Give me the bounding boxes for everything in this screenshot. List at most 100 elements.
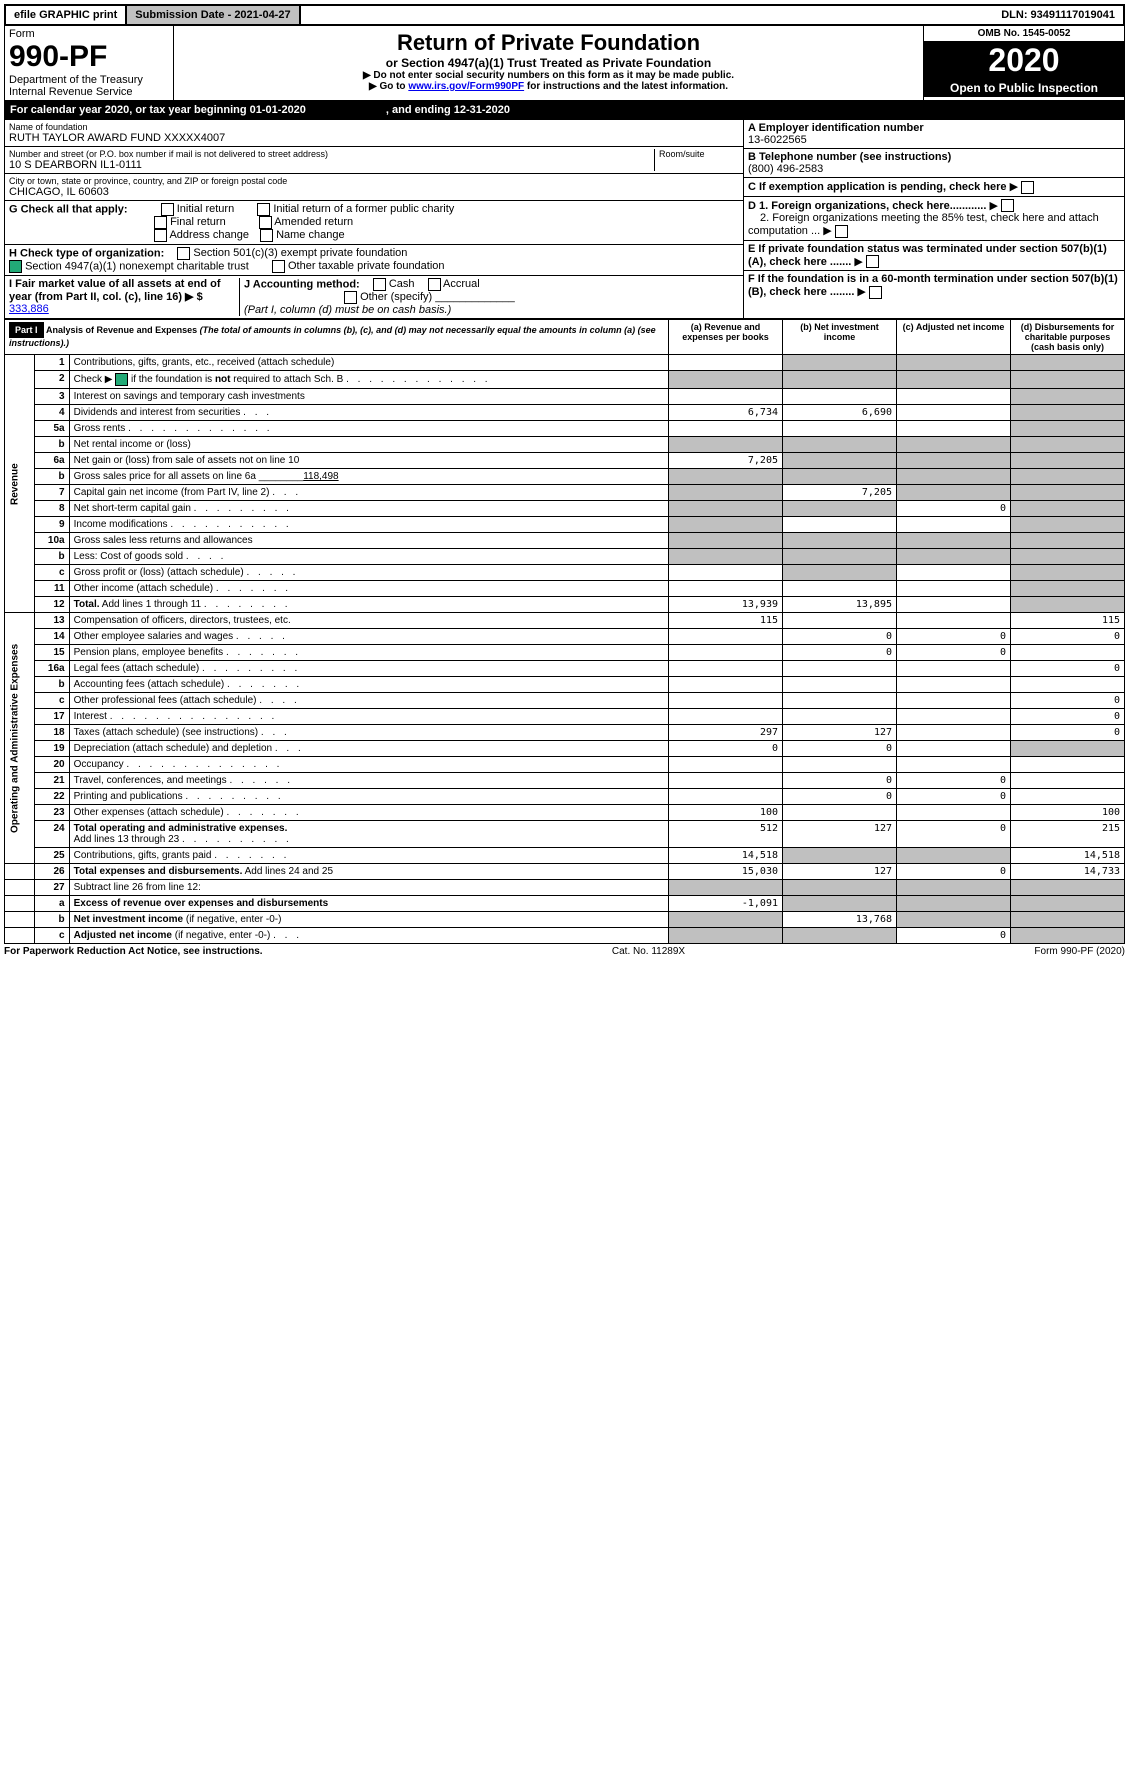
- efile-label: efile GRAPHIC print: [6, 6, 127, 24]
- calendar-year: For calendar year 2020, or tax year begi…: [4, 101, 1125, 120]
- title-note2: ▶ Go to www.irs.gov/Form990PF for instru…: [178, 81, 919, 92]
- row-26: Total expenses and disbursements. Add li…: [69, 864, 668, 880]
- dept: Department of the Treasury: [9, 74, 169, 86]
- row-6b: Gross sales price for all assets on line…: [69, 469, 668, 485]
- row-7: Capital gain net income (from Part IV, l…: [69, 485, 668, 501]
- chk-other-tax[interactable]: [272, 260, 285, 273]
- row-8: Net short-term capital gain . . . . . . …: [69, 501, 668, 517]
- chk-other-acct[interactable]: [344, 291, 357, 304]
- row-3: Interest on savings and temporary cash i…: [69, 389, 668, 405]
- chk-address[interactable]: [154, 229, 167, 242]
- row-18: Taxes (attach schedule) (see instruction…: [69, 725, 668, 741]
- addr-label: Number and street (or P.O. box number if…: [9, 149, 654, 159]
- section-ij: I Fair market value of all assets at end…: [5, 276, 743, 318]
- title-main: Return of Private Foundation: [178, 30, 919, 56]
- chk-d2[interactable]: [835, 225, 848, 238]
- section-g: G Check all that apply: Initial return I…: [5, 201, 743, 245]
- expenses-label: Operating and Administrative Expenses: [5, 613, 35, 864]
- chk-amended[interactable]: [259, 216, 272, 229]
- chk-final[interactable]: [154, 216, 167, 229]
- row-20: Occupancy . . . . . . . . . . . . . .: [69, 757, 668, 773]
- section-h: H Check type of organization: Section 50…: [5, 245, 743, 276]
- form-header: Form 990-PF Department of the Treasury I…: [4, 26, 1125, 101]
- chk-f[interactable]: [869, 286, 882, 299]
- row-12: Total. Add lines 1 through 11 . . . . . …: [69, 597, 668, 613]
- footer-form: Form 990-PF (2020): [1034, 946, 1125, 957]
- footer: For Paperwork Reduction Act Notice, see …: [4, 944, 1125, 957]
- row-21: Travel, conferences, and meetings . . . …: [69, 773, 668, 789]
- row-16c: Other professional fees (attach schedule…: [69, 693, 668, 709]
- row-2: Check ▶ if the foundation is not require…: [69, 371, 668, 389]
- col-c: (c) Adjusted net income: [897, 320, 1011, 355]
- city: CHICAGO, IL 60603: [9, 186, 739, 198]
- open-inspection: Open to Public Inspection: [924, 79, 1124, 97]
- row-16a: Legal fees (attach schedule) . . . . . .…: [69, 661, 668, 677]
- chk-c[interactable]: [1021, 181, 1034, 194]
- chk-e[interactable]: [866, 255, 879, 268]
- row-6a: Net gain or (loss) from sale of assets n…: [69, 453, 668, 469]
- irs-link[interactable]: www.irs.gov/Form990PF: [408, 81, 524, 92]
- row-19: Depreciation (attach schedule) and deple…: [69, 741, 668, 757]
- col-a: (a) Revenue and expenses per books: [669, 320, 783, 355]
- row-5a: Gross rents . . . . . . . . . . . . .: [69, 421, 668, 437]
- phone-label: B Telephone number (see instructions): [748, 151, 951, 163]
- row-13: Compensation of officers, directors, tru…: [69, 613, 668, 629]
- col-d: (d) Disbursements for charitable purpose…: [1011, 320, 1125, 355]
- form-number: 990-PF: [9, 40, 169, 74]
- row-27: Subtract line 26 from line 12:: [69, 880, 668, 896]
- row-10c: Gross profit or (loss) (attach schedule)…: [69, 565, 668, 581]
- chk-accrual[interactable]: [428, 278, 441, 291]
- row-11: Other income (attach schedule) . . . . .…: [69, 581, 668, 597]
- row-27c: Adjusted net income (if negative, enter …: [69, 928, 668, 944]
- city-label: City or town, state or province, country…: [9, 176, 739, 186]
- row-5b: Net rental income or (loss): [69, 437, 668, 453]
- row-10a: Gross sales less returns and allowances: [69, 533, 668, 549]
- omb: OMB No. 1545-0052: [924, 26, 1124, 42]
- chk-cash[interactable]: [373, 278, 386, 291]
- form-label: Form: [9, 28, 169, 40]
- row-10b: Less: Cost of goods sold . . . .: [69, 549, 668, 565]
- row-14: Other employee salaries and wages . . . …: [69, 629, 668, 645]
- foundation-name: RUTH TAYLOR AWARD FUND XXXXX4007: [9, 132, 739, 144]
- part1-hdr: Part I: [9, 322, 44, 338]
- fmv-link[interactable]: 333,886: [9, 303, 49, 315]
- row-15: Pension plans, employee benefits . . . .…: [69, 645, 668, 661]
- chk-d1[interactable]: [1001, 199, 1014, 212]
- row-17: Interest . . . . . . . . . . . . . . .: [69, 709, 668, 725]
- chk-schb[interactable]: [115, 373, 128, 386]
- section-f: F If the foundation is in a 60-month ter…: [748, 273, 1118, 298]
- tax-year: 2020: [924, 42, 1124, 79]
- chk-initial[interactable]: [161, 203, 174, 216]
- info-grid: Name of foundationRUTH TAYLOR AWARD FUND…: [4, 120, 1125, 319]
- col-b: (b) Net investment income: [783, 320, 897, 355]
- title-note1: ▶ Do not enter social security numbers o…: [178, 70, 919, 81]
- chk-4947[interactable]: [9, 260, 22, 273]
- section-d: D 1. Foreign organizations, check here..…: [744, 197, 1124, 241]
- chk-501c3[interactable]: [177, 247, 190, 260]
- address: 10 S DEARBORN IL1-0111: [9, 159, 654, 171]
- phone: (800) 496-2583: [748, 163, 1120, 175]
- row-27a: Excess of revenue over expenses and disb…: [69, 896, 668, 912]
- irs: Internal Revenue Service: [9, 86, 169, 98]
- footer-cat: Cat. No. 11289X: [612, 946, 685, 957]
- row-16b: Accounting fees (attach schedule) . . . …: [69, 677, 668, 693]
- row-24: Total operating and administrative expen…: [69, 821, 668, 848]
- ein: 13-6022565: [748, 134, 1120, 146]
- title-sub: or Section 4947(a)(1) Trust Treated as P…: [178, 56, 919, 70]
- part1-table: Part I Analysis of Revenue and Expenses …: [4, 319, 1125, 944]
- dln: DLN: 93491117019041: [993, 6, 1123, 24]
- submission-date: Submission Date - 2021-04-27: [127, 6, 300, 24]
- row-27b: Net investment income (if negative, ente…: [69, 912, 668, 928]
- name-label: Name of foundation: [9, 122, 739, 132]
- chk-initial-former[interactable]: [257, 203, 270, 216]
- footer-left: For Paperwork Reduction Act Notice, see …: [4, 946, 263, 957]
- section-e: E If private foundation status was termi…: [748, 243, 1107, 268]
- row-4: Dividends and interest from securities .…: [69, 405, 668, 421]
- revenue-label: Revenue: [5, 355, 35, 613]
- room-label: Room/suite: [654, 149, 739, 171]
- chk-name[interactable]: [260, 229, 273, 242]
- section-c: C If exemption application is pending, c…: [748, 181, 1007, 193]
- row-25: Contributions, gifts, grants paid . . . …: [69, 848, 668, 864]
- top-bar: efile GRAPHIC print Submission Date - 20…: [4, 4, 1125, 26]
- ein-label: A Employer identification number: [748, 122, 924, 134]
